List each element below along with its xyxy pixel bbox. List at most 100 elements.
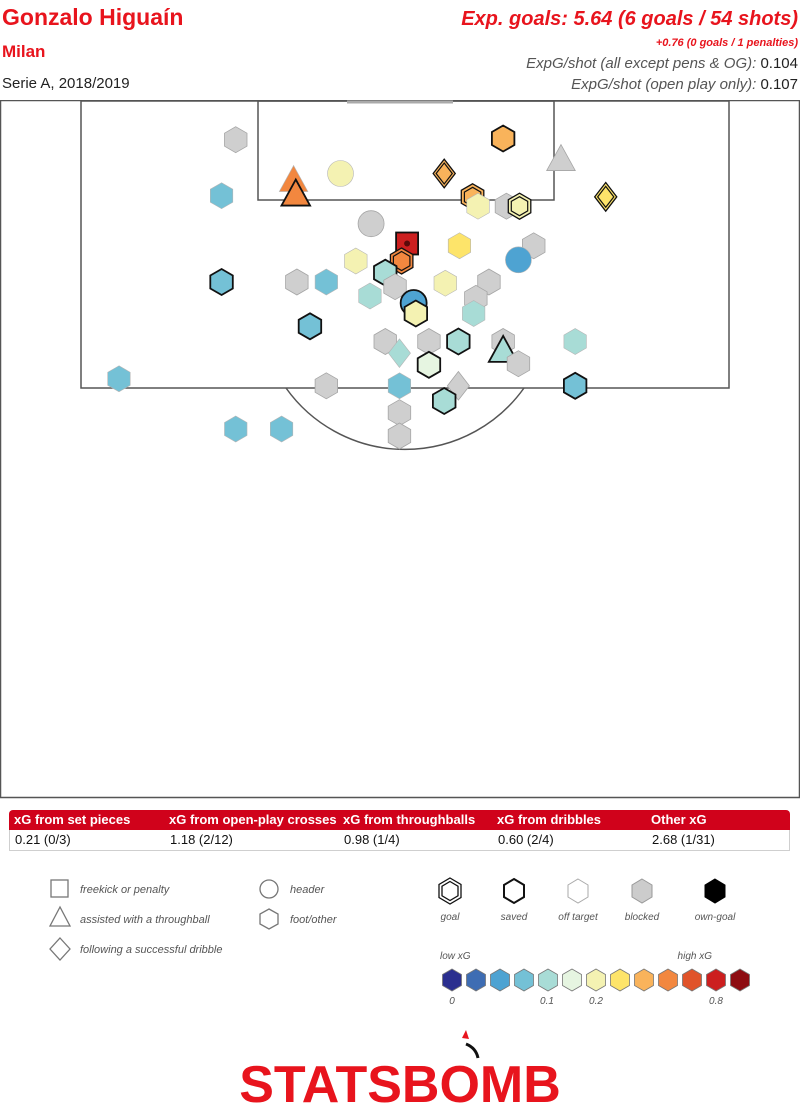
shots-layer	[107, 124, 618, 450]
shot-marker	[387, 422, 412, 450]
shot-marker	[209, 267, 234, 297]
hexagon-shot-25	[433, 269, 457, 297]
outcome-saved-icon	[503, 877, 525, 905]
penalties-xg: +0.76 (0 goals / 1 penalties)	[655, 37, 798, 49]
statsbomb-logo: STATSBOMB	[239, 1030, 561, 1110]
xg-scale-swatch	[634, 968, 654, 992]
legend: freekick or penalty assisted with a thro…	[48, 877, 750, 1007]
xg-scale-tick-2: 0.2	[589, 996, 603, 1007]
shot-marker	[563, 371, 588, 400]
hexagon-shot-47	[431, 386, 457, 416]
hexagon-shot-31	[462, 300, 486, 327]
xg-color-scale	[442, 968, 750, 992]
hexagon-shot-1	[490, 124, 516, 153]
shot-marker	[563, 328, 587, 355]
legend-circle-label: header	[290, 884, 326, 896]
shot-marker	[344, 247, 368, 275]
summary-value-row: 0.21 (0/3) 1.18 (2/12) 0.98 (1/4) 0.60 (…	[9, 830, 790, 851]
legend-diamond-label: following a successful dribble	[80, 944, 222, 956]
circle-shot-3	[327, 160, 354, 187]
hexagon-shot-10	[466, 192, 490, 220]
xg-scale-swatch	[658, 968, 678, 992]
legend-outcome-own-goal: own-goal	[695, 912, 736, 923]
hexagon-shot-35	[446, 327, 471, 356]
summary-head-other: Other xG	[651, 812, 707, 827]
circle-shot-17	[505, 246, 532, 274]
summary-head-crosses: xG from open-play crosses	[169, 812, 337, 827]
hexagon-shot-0	[224, 126, 248, 154]
bomb-fuse-icon	[462, 1030, 480, 1059]
summary-header-row: xG from set pieces xG from open-play cro…	[9, 810, 790, 830]
shot-marker	[373, 328, 397, 355]
shot-marker	[466, 192, 490, 220]
xg-scale-swatch	[586, 968, 606, 992]
shot-marker	[357, 210, 385, 238]
xg-scale-swatch	[730, 968, 750, 992]
shot-marker	[507, 192, 532, 220]
circle-icon	[259, 879, 279, 899]
hexagon-shot-27	[358, 282, 382, 310]
shot-marker	[490, 124, 516, 153]
hexagon-shot-46	[563, 371, 588, 400]
hexagon-shot-21	[209, 267, 234, 297]
xg-scale-tick-1: 0.1	[540, 996, 554, 1007]
xg-per-shot-open-value: 0.107	[760, 76, 798, 93]
xg-scale-high-label: high xG	[678, 951, 713, 962]
hexagon-shot-33	[373, 328, 397, 355]
statsbomb-wordmark: STATSBOMB	[239, 1056, 561, 1110]
shot-marker	[387, 372, 412, 400]
competition-season: Serie A, 2018/2019	[2, 75, 130, 92]
hexagon-shot-22	[285, 268, 309, 296]
shot-map-pitch	[0, 100, 800, 799]
shot-marker	[447, 232, 472, 260]
xg-scale-swatch	[466, 968, 486, 992]
shot-marker	[297, 312, 323, 341]
legend-outcome-off-target: off target	[558, 912, 599, 923]
shot-marker	[446, 327, 471, 356]
xg-scale-tick-3: 0.8	[709, 996, 723, 1007]
outcome-own-goal-icon	[704, 878, 726, 904]
xg-per-shot-all: ExpG/shot (all except pens & OG): 0.104	[526, 55, 798, 72]
shot-marker	[285, 268, 309, 296]
hexagon-shot-44	[387, 372, 412, 400]
square-icon	[50, 879, 69, 898]
outcome-goal-icon	[438, 877, 462, 905]
legend-square-label: freekick or penalty	[80, 884, 171, 896]
xg-per-shot-all-label: ExpG/shot (all except pens & OG):	[526, 55, 757, 72]
hexagon-shot-15	[447, 232, 472, 260]
goal-inner-ring	[392, 250, 411, 272]
shot-marker	[327, 160, 354, 187]
shot-marker	[593, 181, 618, 213]
xg-scale-swatch	[706, 968, 726, 992]
triangle-shot-2	[546, 143, 576, 171]
shot-marker	[432, 158, 457, 189]
xg-scale-swatch	[562, 968, 582, 992]
hexagon-shot-32	[297, 312, 323, 341]
shot-marker	[314, 372, 339, 400]
xg-summary-table: xG from set pieces xG from open-play cro…	[9, 810, 790, 852]
shot-marker	[506, 350, 531, 378]
penalty-arc	[285, 387, 525, 451]
diamond-icon	[49, 937, 71, 961]
legend-hexagon-label: foot/other	[290, 914, 338, 926]
shot-marker	[269, 415, 294, 443]
shot-marker	[388, 338, 411, 368]
summary-value-throughballs: 0.98 (1/4)	[344, 832, 400, 847]
hexagon-shot-30	[403, 299, 429, 328]
hexagon-shot-50	[269, 415, 294, 443]
xg-scale-swatch	[442, 968, 462, 992]
hexagon-shot-6	[210, 182, 234, 210]
shot-marker	[462, 300, 486, 327]
circle-shot-13	[357, 210, 385, 238]
xg-scale-swatch	[610, 968, 630, 992]
hexagon-shot-26	[477, 268, 501, 296]
summary-head-set-pieces: xG from set pieces	[14, 812, 131, 827]
penalty-dot	[404, 240, 411, 247]
xg-scale-swatch	[538, 968, 558, 992]
xg-scale-swatch	[514, 968, 534, 992]
legend-triangle-label: assisted with a throughball	[80, 914, 210, 926]
goal-inner-ring	[435, 162, 454, 185]
summary-value-other: 2.68 (1/31)	[652, 832, 715, 847]
shot-marker	[358, 282, 382, 310]
goal-inner-ring	[510, 196, 529, 217]
